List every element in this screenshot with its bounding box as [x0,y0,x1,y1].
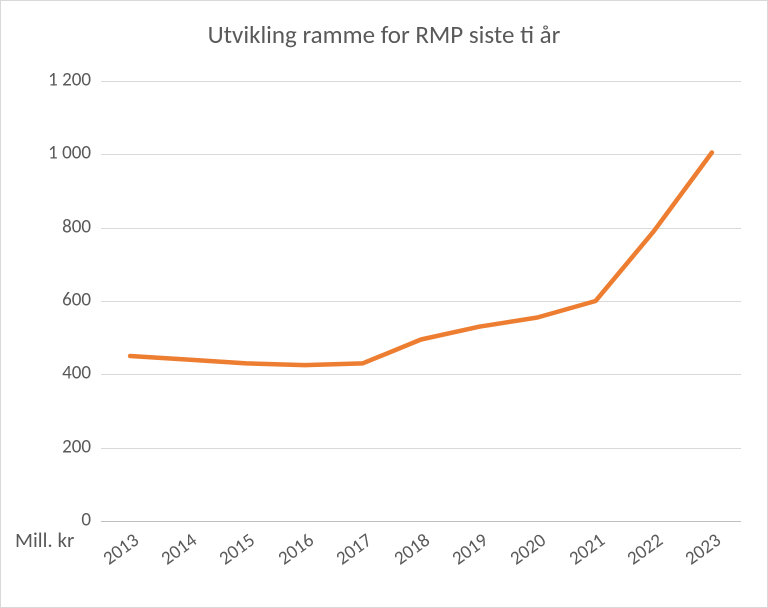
y-tick-label: 1 000 [48,142,101,165]
y-tick-label: 0 [81,508,101,531]
x-tick-label: 2021 [564,529,609,570]
x-tick-label: 2023 [681,529,726,570]
x-tick-label: 2015 [215,529,260,570]
line-path [130,153,712,366]
y-tick-label: 1 200 [48,68,101,91]
y-tick-label: 800 [62,215,101,238]
y-tick-label: 200 [62,435,101,458]
x-tick-label: 2017 [332,529,377,570]
chart-title: Utvikling ramme for RMP siste ti år [1,19,767,50]
x-tick-label: 2014 [157,529,202,570]
x-tick-label: 2022 [623,529,668,570]
chart-frame: Utvikling ramme for RMP siste ti år 0200… [0,0,768,608]
y-tick-label: 400 [62,362,101,385]
y-tick-label: 600 [62,288,101,311]
x-tick-label: 2018 [390,529,435,570]
x-axis-line [101,521,741,522]
x-tick-label: 2013 [99,529,144,570]
x-tick-label: 2016 [273,529,318,570]
line-series [101,81,741,521]
y-axis-unit-label: Mill. kr [15,527,74,553]
plot-area: 02004006008001 0001 20020132014201520162… [101,81,741,521]
x-tick-label: 2020 [506,529,551,570]
x-tick-label: 2019 [448,529,493,570]
